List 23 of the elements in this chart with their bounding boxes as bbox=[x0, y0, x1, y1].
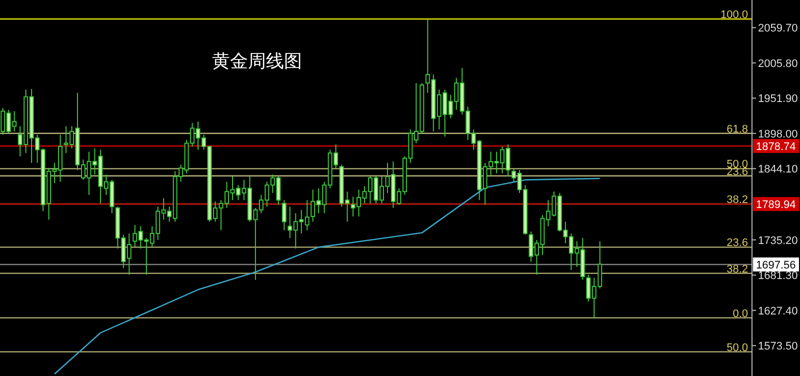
ref-line-label: 1878.74 bbox=[756, 140, 796, 153]
annotation: 38.2 bbox=[726, 263, 748, 276]
price-label: 1789.94 bbox=[753, 197, 799, 212]
y-tick-label: 1844.10 bbox=[758, 164, 798, 176]
y-tick-label: 1898.00 bbox=[758, 128, 798, 140]
annotation: 38.2 bbox=[726, 194, 748, 206]
title: 黄金周线图 bbox=[212, 51, 302, 72]
y-tick-label: 1681.30 bbox=[758, 270, 798, 282]
annotation: 23.6 bbox=[726, 237, 748, 250]
price-label: 1878.74 bbox=[753, 139, 799, 153]
y-tick-label: 1735.20 bbox=[758, 234, 798, 247]
y-tick-label: 2005.80 bbox=[758, 58, 798, 70]
annotation: 50.0 bbox=[726, 342, 748, 354]
ref-line-label: 1789.94 bbox=[756, 199, 796, 212]
price-label: 1697.56 bbox=[753, 257, 799, 272]
y-tick-label: 1951.90 bbox=[758, 93, 798, 106]
ref-line-label: 1697.56 bbox=[756, 259, 796, 272]
annotation: 61.8 bbox=[726, 123, 748, 136]
y-tick-label: 2059.70 bbox=[758, 22, 798, 35]
annotation: 100.0 bbox=[720, 8, 748, 21]
y-tick-label: 1627.40 bbox=[758, 305, 798, 318]
annotation: 0.0 bbox=[732, 308, 748, 320]
y-tick-label: 1573.50 bbox=[758, 340, 798, 353]
